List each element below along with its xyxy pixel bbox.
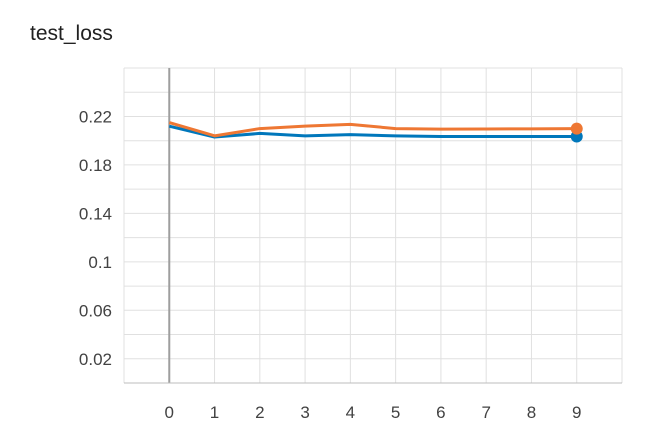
tick-labels: 0.02 0.06 0.1 0.14 0.18 0.22 0 1 2 3 4 5 6 7 8 9 <box>79 107 582 422</box>
y-tick-label: 0.14 <box>79 204 112 223</box>
x-tick-label: 2 <box>255 403 264 422</box>
series-line-0 <box>168 124 577 139</box>
y-tick-label: 0.02 <box>79 350 112 369</box>
y-tick-label: 0.1 <box>88 253 112 272</box>
y-tick-label: 0.18 <box>79 156 112 175</box>
x-tick-label: 5 <box>391 403 400 422</box>
series-lines <box>168 121 583 143</box>
x-tick-label: 9 <box>572 403 581 422</box>
x-tick-label: 4 <box>346 403 355 422</box>
x-tick-label: 6 <box>436 403 445 422</box>
series-end-marker-1 <box>570 122 583 135</box>
axes <box>124 68 622 384</box>
series-line-1 <box>168 121 577 138</box>
x-tick-label: 1 <box>210 403 219 422</box>
x-tick-label: 3 <box>300 403 309 422</box>
chart-title: test_loss <box>30 22 113 45</box>
y-tick-label: 0.22 <box>79 107 112 126</box>
x-tick-label: 0 <box>165 403 174 422</box>
x-tick-label: 8 <box>527 403 536 422</box>
x-tick-label: 7 <box>481 403 490 422</box>
y-tick-label: 0.06 <box>79 301 112 320</box>
grid <box>123 67 623 384</box>
